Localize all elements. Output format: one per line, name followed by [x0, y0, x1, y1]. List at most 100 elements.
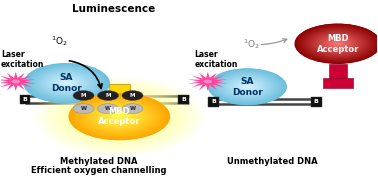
Circle shape: [29, 65, 104, 101]
Circle shape: [90, 103, 149, 130]
Circle shape: [28, 65, 105, 101]
Circle shape: [100, 107, 139, 126]
Circle shape: [304, 28, 371, 59]
Text: M: M: [130, 93, 135, 98]
Circle shape: [220, 74, 274, 99]
FancyBboxPatch shape: [329, 64, 347, 78]
Circle shape: [208, 68, 287, 105]
Text: $^1$O$_2$: $^1$O$_2$: [51, 34, 68, 48]
Text: W: W: [105, 106, 111, 111]
Text: Laser
excitation: Laser excitation: [1, 50, 45, 69]
Circle shape: [49, 75, 84, 92]
Circle shape: [210, 69, 285, 104]
Circle shape: [42, 72, 91, 95]
Circle shape: [60, 80, 73, 86]
Text: $^1$O$_2$: $^1$O$_2$: [243, 37, 260, 51]
Circle shape: [234, 80, 261, 93]
Circle shape: [69, 93, 170, 140]
Circle shape: [98, 107, 141, 127]
Circle shape: [318, 35, 357, 53]
Circle shape: [36, 69, 97, 97]
Circle shape: [81, 99, 158, 134]
Circle shape: [294, 24, 378, 64]
Circle shape: [80, 98, 159, 135]
Circle shape: [97, 106, 142, 127]
Circle shape: [36, 78, 203, 156]
Circle shape: [23, 63, 110, 103]
Circle shape: [242, 84, 253, 89]
Circle shape: [319, 35, 357, 53]
FancyBboxPatch shape: [109, 84, 130, 95]
Circle shape: [116, 115, 122, 118]
Circle shape: [216, 72, 279, 101]
Circle shape: [93, 104, 146, 129]
Circle shape: [60, 81, 73, 86]
Circle shape: [302, 27, 374, 61]
Text: M: M: [105, 93, 111, 98]
Circle shape: [118, 116, 121, 118]
Circle shape: [56, 78, 77, 88]
Circle shape: [119, 116, 120, 117]
Circle shape: [57, 79, 76, 87]
Text: W: W: [81, 106, 87, 111]
Text: B: B: [314, 99, 319, 104]
Circle shape: [243, 85, 252, 89]
Circle shape: [117, 115, 122, 118]
Circle shape: [221, 75, 274, 99]
Circle shape: [245, 86, 250, 88]
Circle shape: [307, 30, 368, 58]
Circle shape: [241, 84, 254, 90]
Circle shape: [54, 77, 80, 89]
Circle shape: [62, 81, 71, 85]
Circle shape: [312, 32, 363, 56]
Text: Laser
excitation: Laser excitation: [195, 50, 238, 69]
Text: SA
Donor: SA Donor: [232, 77, 263, 97]
Circle shape: [33, 76, 206, 157]
Circle shape: [46, 82, 193, 151]
Circle shape: [228, 78, 266, 96]
Circle shape: [51, 76, 82, 91]
Circle shape: [56, 78, 77, 88]
Circle shape: [76, 96, 163, 137]
Circle shape: [316, 34, 359, 54]
Circle shape: [298, 25, 378, 62]
Circle shape: [299, 26, 376, 62]
Circle shape: [82, 99, 157, 134]
Circle shape: [296, 24, 378, 63]
Circle shape: [61, 81, 72, 86]
Circle shape: [59, 80, 74, 87]
Circle shape: [232, 80, 263, 94]
Circle shape: [28, 65, 105, 101]
Circle shape: [219, 73, 276, 100]
Circle shape: [323, 37, 352, 51]
Circle shape: [77, 97, 162, 136]
Text: B: B: [23, 97, 28, 102]
Circle shape: [212, 70, 282, 103]
Circle shape: [48, 83, 191, 150]
Circle shape: [246, 86, 248, 87]
Circle shape: [302, 27, 373, 60]
Circle shape: [64, 82, 69, 84]
Circle shape: [327, 39, 348, 48]
FancyBboxPatch shape: [208, 97, 219, 107]
Circle shape: [236, 81, 259, 92]
Circle shape: [12, 79, 20, 83]
Circle shape: [304, 28, 372, 60]
Circle shape: [94, 105, 145, 129]
Circle shape: [24, 63, 109, 103]
Circle shape: [116, 115, 123, 118]
Circle shape: [88, 102, 151, 131]
Circle shape: [96, 106, 142, 127]
Circle shape: [297, 25, 378, 63]
Circle shape: [64, 90, 175, 143]
Circle shape: [57, 79, 76, 88]
Circle shape: [240, 84, 254, 90]
Circle shape: [239, 83, 256, 91]
Circle shape: [322, 36, 353, 51]
FancyBboxPatch shape: [178, 95, 189, 104]
Circle shape: [215, 72, 280, 102]
Circle shape: [44, 73, 89, 94]
Circle shape: [317, 34, 358, 53]
Circle shape: [114, 114, 125, 119]
Circle shape: [242, 84, 253, 90]
